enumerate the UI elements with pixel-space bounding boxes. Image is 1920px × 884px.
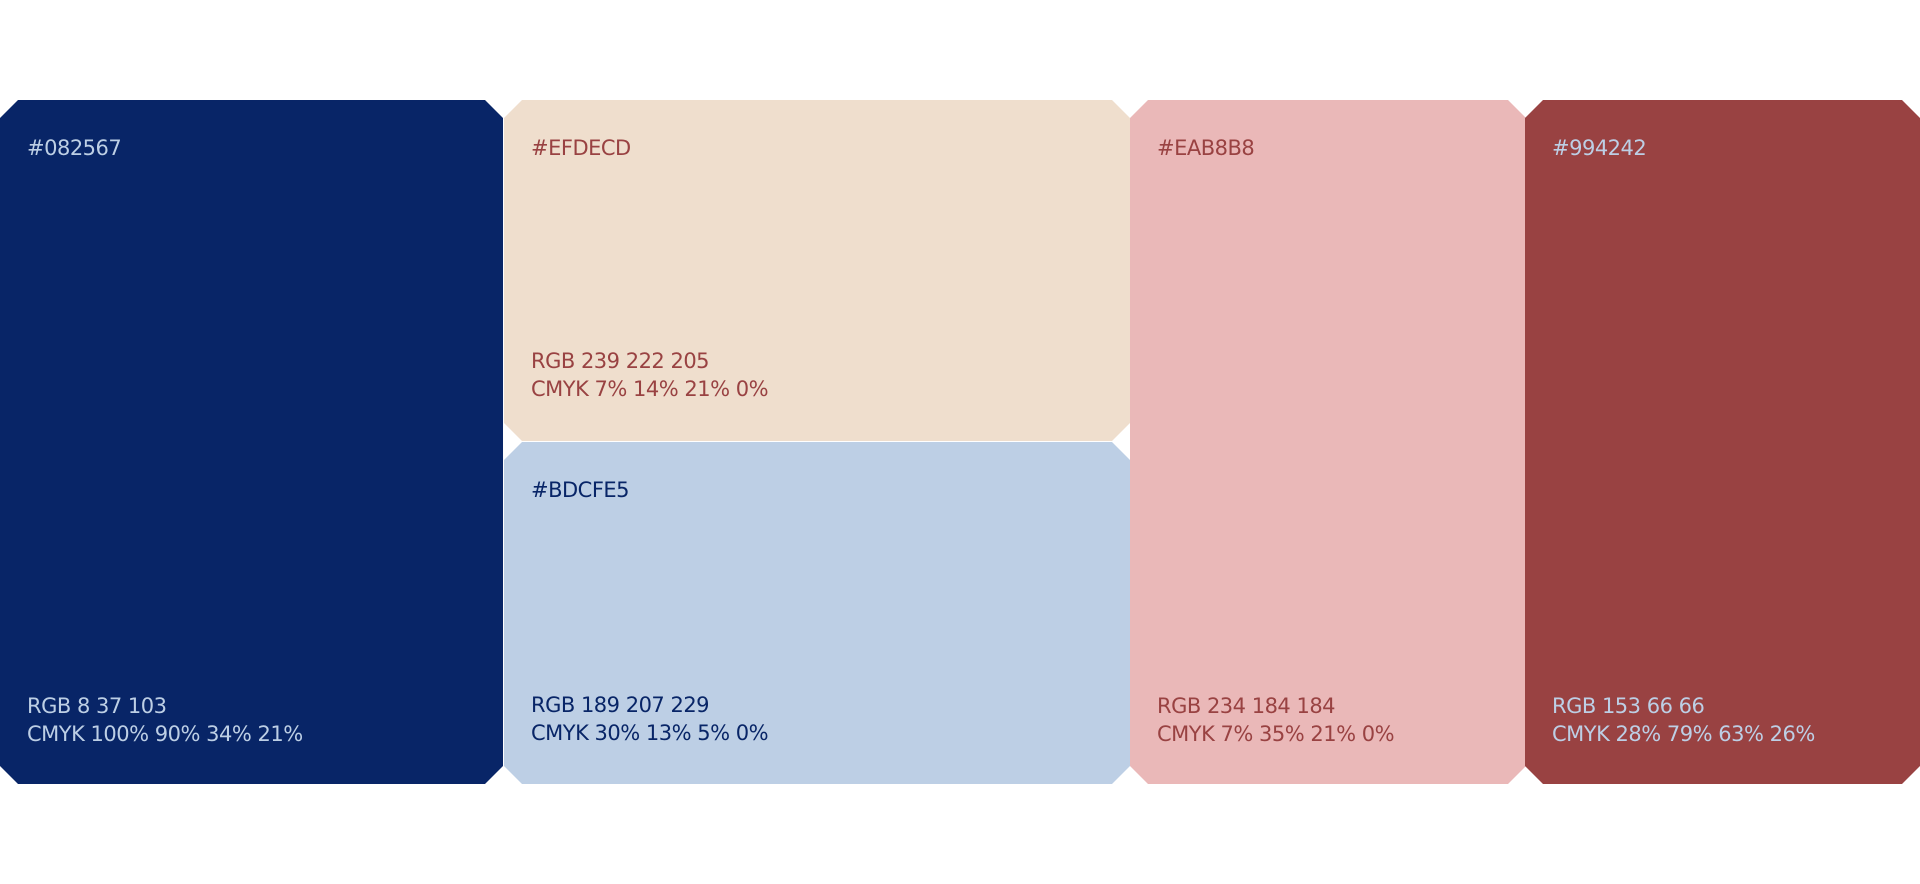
swatch: #BDCFE5 RGB 189 207 229 CMYK 30% 13% 5% … (504, 442, 1130, 784)
hex-code: #082567 (27, 136, 122, 160)
cmyk-value: CMYK 30% 13% 5% 0% (531, 721, 769, 745)
rgb-value: RGB 189 207 229 (531, 693, 710, 717)
rgb-value: RGB 153 66 66 (1552, 694, 1705, 718)
cmyk-value: CMYK 7% 35% 21% 0% (1157, 722, 1395, 746)
color-values: RGB 153 66 66 CMYK 28% 79% 63% 26% (1552, 692, 1815, 748)
hex-code: #BDCFE5 (531, 478, 630, 502)
swatch: #994242 RGB 153 66 66 CMYK 28% 79% 63% 2… (1525, 100, 1920, 784)
hex-code: #EFDECD (531, 136, 631, 160)
swatch: #EFDECD RGB 239 222 205 CMYK 7% 14% 21% … (504, 100, 1130, 441)
cmyk-value: CMYK 7% 14% 21% 0% (531, 377, 769, 401)
color-values: RGB 189 207 229 CMYK 30% 13% 5% 0% (531, 691, 768, 747)
cmyk-value: CMYK 100% 90% 34% 21% (27, 722, 303, 746)
color-values: RGB 239 222 205 CMYK 7% 14% 21% 0% (531, 347, 768, 403)
hex-code: #994242 (1552, 136, 1647, 160)
hex-code: #EAB8B8 (1157, 136, 1255, 160)
swatch: #082567 RGB 8 37 103 CMYK 100% 90% 34% 2… (0, 100, 503, 784)
color-values: RGB 8 37 103 CMYK 100% 90% 34% 21% (27, 692, 303, 748)
rgb-value: RGB 234 184 184 (1157, 694, 1336, 718)
color-values: RGB 234 184 184 CMYK 7% 35% 21% 0% (1157, 692, 1394, 748)
cmyk-value: CMYK 28% 79% 63% 26% (1552, 722, 1815, 746)
swatch: #EAB8B8 RGB 234 184 184 CMYK 7% 35% 21% … (1130, 100, 1526, 784)
rgb-value: RGB 239 222 205 (531, 349, 710, 373)
rgb-value: RGB 8 37 103 (27, 694, 167, 718)
